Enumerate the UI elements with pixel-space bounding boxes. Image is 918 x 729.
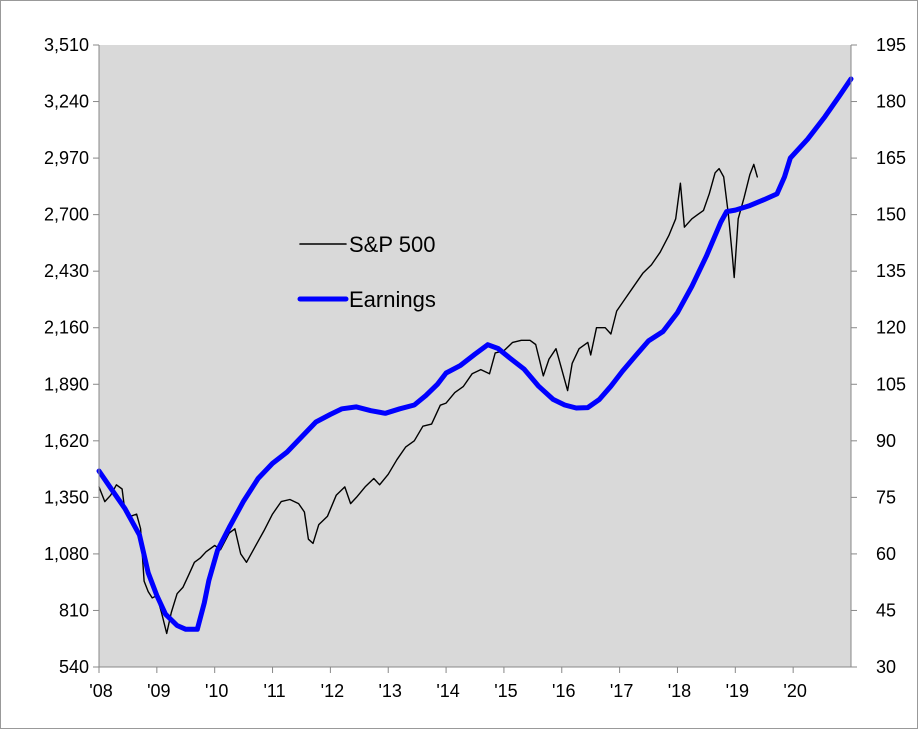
y-left-tick-label: 2,430 bbox=[44, 261, 89, 281]
y-right-tick-label: 90 bbox=[876, 431, 896, 451]
y-left-tick-label: 540 bbox=[59, 657, 89, 677]
x-tick-label: '11 bbox=[263, 681, 285, 701]
y-left-tick-label: 2,700 bbox=[44, 205, 89, 225]
y-left-tick-label: 1,080 bbox=[44, 544, 89, 564]
legend-label-sp500: S&P 500 bbox=[349, 232, 435, 257]
x-tick-label: '16 bbox=[552, 681, 575, 701]
legend-label-earnings: Earnings bbox=[349, 287, 436, 312]
y-right-tick-label: 180 bbox=[876, 92, 906, 112]
x-tick-label: '19 bbox=[726, 681, 749, 701]
x-tick-label: '13 bbox=[378, 681, 401, 701]
y-left-tick-label: 810 bbox=[59, 600, 89, 620]
axes-layer: 540 810 1,080 1,350 1,620 1,890 2,160 2,430 2,70… bbox=[44, 35, 906, 701]
y-left-tick-label: 1,620 bbox=[44, 431, 89, 451]
x-tick-label: '17 bbox=[610, 681, 633, 701]
y-left-tick-label: 1,350 bbox=[44, 487, 89, 507]
y-right-tick-label: 75 bbox=[876, 487, 896, 507]
x-tick-label: '15 bbox=[494, 681, 517, 701]
x-tick-label: '18 bbox=[668, 681, 691, 701]
y-left-tick-label: 3,510 bbox=[44, 35, 89, 55]
y-right-tick-label: 60 bbox=[876, 544, 896, 564]
x-tick-label: '10 bbox=[205, 681, 228, 701]
x-tick-label: '12 bbox=[321, 681, 344, 701]
y-right-tick-label: 165 bbox=[876, 148, 906, 168]
y-left-tick-label: 2,970 bbox=[44, 148, 89, 168]
y-right-tick-label: 45 bbox=[876, 600, 896, 620]
y-left-tick-label: 2,160 bbox=[44, 318, 89, 338]
x-tick-label: '09 bbox=[147, 681, 170, 701]
legend: S&P 500 Earnings bbox=[297, 232, 436, 312]
x-tick-label: '20 bbox=[783, 681, 806, 701]
y-right-tick-label: 30 bbox=[876, 657, 896, 677]
x-tick-label: '14 bbox=[436, 681, 459, 701]
series-line-sp500 bbox=[98, 163, 758, 635]
y-right-tick-label: 150 bbox=[876, 205, 906, 225]
series-line-earnings bbox=[96, 76, 854, 632]
y-right-tick-label: 120 bbox=[876, 318, 906, 338]
y-left-tick-label: 1,890 bbox=[44, 374, 89, 394]
y-right-tick-label: 135 bbox=[876, 261, 906, 281]
x-tick-label: '08 bbox=[89, 681, 112, 701]
y-right-tick-label: 105 bbox=[876, 374, 906, 394]
series-layer bbox=[96, 76, 854, 635]
y-left-tick-label: 3,240 bbox=[44, 92, 89, 112]
y-right-tick-label: 195 bbox=[876, 35, 906, 55]
